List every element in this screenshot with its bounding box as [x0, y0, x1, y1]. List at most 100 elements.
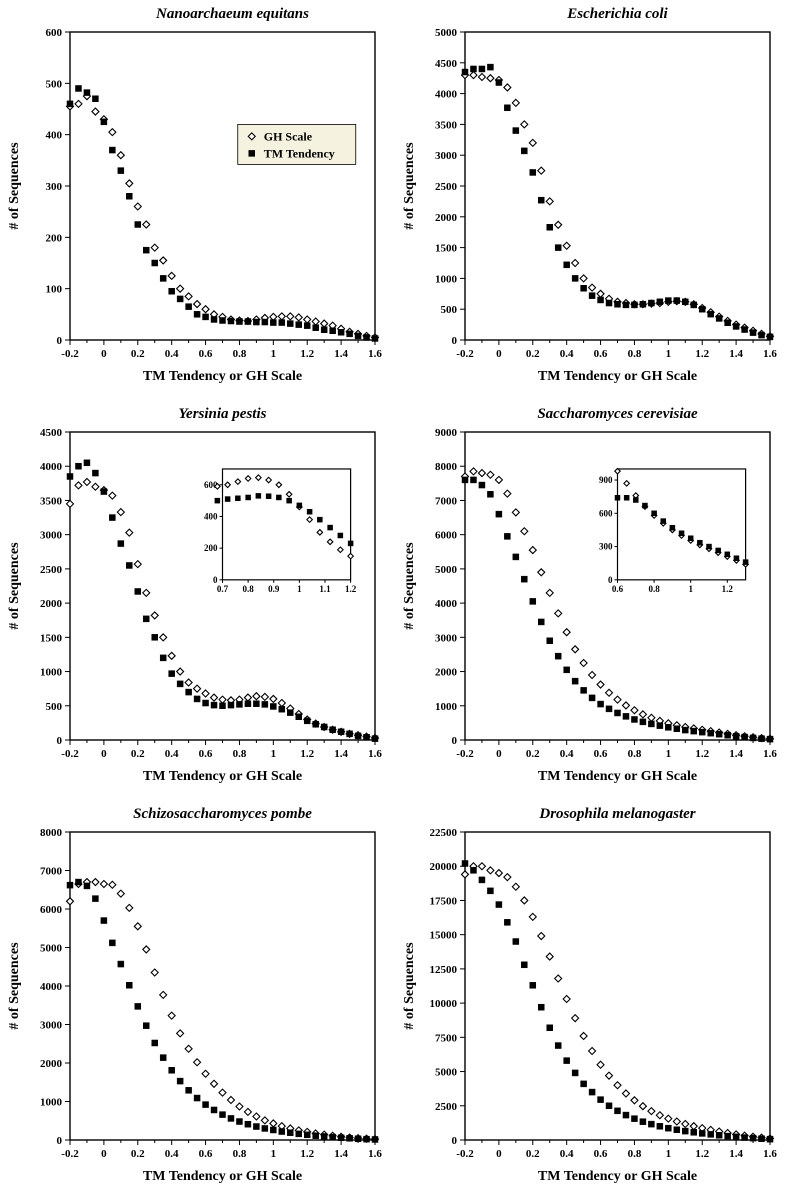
x-tick-label: 1.6	[368, 348, 382, 360]
x-tick-label: 1.2	[695, 748, 709, 760]
y-tick-label: 3500	[435, 119, 458, 131]
x-tick-label: 1	[666, 348, 672, 360]
y-tick-label: 0	[57, 735, 63, 747]
series-group	[462, 64, 774, 340]
y-tick-label: 3500	[40, 495, 63, 507]
y-tick-label: 5000	[435, 564, 458, 576]
y-tick-label: 4000	[40, 461, 63, 473]
y-tick-label: 3000	[40, 530, 63, 542]
x-tick-label: 1.6	[763, 748, 777, 760]
inset-x-tick: 0.6	[612, 584, 624, 594]
chart-title: Drosophila melanogaster	[538, 806, 695, 822]
plot-area	[465, 32, 770, 340]
x-axis-label: TM Tendency or GH Scale	[143, 769, 302, 784]
panel-3: Saccharomyces cerevisiae -0.20 0.2 0.4 0.6 0.…	[395, 400, 790, 800]
x-tick-label: 0.2	[131, 1148, 145, 1160]
x-tick-label: 0	[496, 348, 502, 360]
chart-title: Escherichia coli	[566, 6, 668, 22]
y-tick-label: 4500	[435, 58, 458, 70]
y-axis-label: # of Sequences	[7, 142, 22, 230]
x-tick-label: 0.4	[165, 1148, 179, 1160]
legend-item-gh: GH Scale	[264, 129, 313, 143]
y-tick-label: 22500	[430, 827, 458, 839]
y-tick-label: 0	[57, 1135, 63, 1147]
y-tick-label: 12500	[430, 964, 458, 976]
x-tick-label: 1.6	[368, 1148, 382, 1160]
inset-y-tick: 0	[213, 575, 218, 585]
y-axis-label: # of Sequences	[402, 942, 417, 1030]
x-tick-label: 1.4	[729, 1148, 743, 1160]
y-axis-label: # of Sequences	[7, 542, 22, 630]
inset-x-tick: 1	[688, 584, 693, 594]
x-tick-label: 1.4	[729, 748, 743, 760]
x-tick-label: 0.4	[560, 348, 574, 360]
x-tick-label: 0	[101, 1148, 107, 1160]
chart-title: Saccharomyces cerevisiae	[537, 406, 698, 422]
x-axis-label: TM Tendency or GH Scale	[143, 1169, 302, 1184]
panel-1: Escherichia coli-0.200.20.40.60.811.21.4…	[395, 0, 790, 400]
y-tick-label: 2000	[435, 667, 458, 679]
x-tick-label: 0.6	[199, 748, 213, 760]
inset-x-tick: 0.9	[268, 584, 280, 594]
x-tick-label: 0.2	[131, 348, 145, 360]
y-tick-label: 1000	[40, 1097, 63, 1109]
inset-x-tick: 1	[297, 584, 302, 594]
panel-4: Schizosaccharomyces pombe-0.200.20.40.60…	[0, 800, 395, 1200]
x-tick-label: 0	[496, 1148, 502, 1160]
y-axis-label: # of Sequences	[7, 942, 22, 1030]
y-tick-label: 500	[46, 701, 63, 713]
y-tick-label: 4000	[40, 981, 63, 993]
inset-x-tick: 0.8	[242, 584, 254, 594]
inset-y-tick: 300	[599, 542, 613, 552]
series-group	[67, 879, 379, 1143]
x-tick-label: 1.2	[695, 1148, 709, 1160]
series-group	[462, 860, 774, 1142]
y-axis-label: # of Sequences	[402, 542, 417, 630]
x-tick-label: -0.2	[456, 348, 474, 360]
y-tick-label: 600	[46, 27, 63, 39]
x-tick-label: 0	[101, 348, 107, 360]
chart-title: Yersinia pestis	[179, 406, 267, 422]
y-tick-label: 0	[57, 335, 63, 347]
y-tick-label: 0	[452, 735, 458, 747]
x-tick-label: 1.2	[300, 748, 314, 760]
y-tick-label: 7000	[40, 866, 63, 878]
inset-x-tick: 1.2	[345, 584, 357, 594]
x-tick-label: -0.2	[456, 748, 474, 760]
x-tick-label: -0.2	[61, 1148, 79, 1160]
y-tick-label: 500	[441, 304, 458, 316]
y-tick-label: 1500	[40, 632, 63, 644]
x-tick-label: 0.4	[560, 1148, 574, 1160]
y-tick-label: 2000	[40, 1058, 63, 1070]
x-tick-label: 1.2	[300, 1148, 314, 1160]
y-tick-label: 8000	[40, 827, 63, 839]
plot-area	[465, 832, 770, 1140]
x-tick-label: 0.2	[526, 348, 540, 360]
x-tick-label: 1.6	[763, 348, 777, 360]
y-tick-label: 1000	[435, 701, 458, 713]
x-tick-label: 0.2	[526, 748, 540, 760]
legend-item-tm: TM Tendency	[264, 146, 335, 160]
y-tick-label: 7000	[435, 495, 458, 507]
y-tick-label: 100	[46, 284, 63, 296]
y-tick-label: 4000	[435, 89, 458, 101]
inset-y-tick: 600	[599, 508, 613, 518]
y-tick-label: 5000	[435, 1067, 458, 1079]
x-tick-label: 1	[666, 748, 672, 760]
y-tick-label: 2500	[435, 181, 458, 193]
x-tick-label: 0.4	[560, 748, 574, 760]
x-tick-label: 0.8	[233, 348, 247, 360]
inset-x-tick: 0.8	[648, 584, 660, 594]
x-tick-label: 0	[101, 748, 107, 760]
chart-title: Nanoarchaeum equitans	[155, 6, 309, 22]
x-tick-label: 1.4	[729, 348, 743, 360]
x-tick-label: 1.4	[334, 1148, 348, 1160]
y-tick-label: 6000	[435, 530, 458, 542]
y-tick-label: 7500	[435, 1032, 458, 1044]
x-tick-label: 0.2	[526, 1148, 540, 1160]
inset-y-tick: 200	[204, 543, 218, 553]
x-tick-label: 1.4	[334, 748, 348, 760]
x-tick-label: 1.6	[763, 1148, 777, 1160]
y-tick-label: 2500	[435, 1101, 458, 1113]
inset-plot	[618, 469, 746, 580]
